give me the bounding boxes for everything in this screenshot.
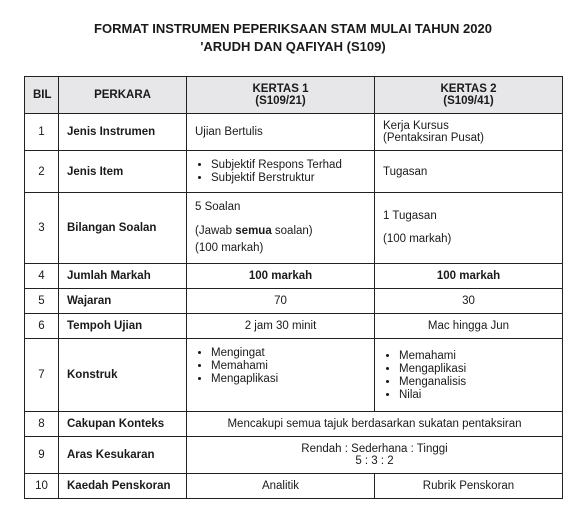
- cell-bil: 1: [25, 114, 59, 151]
- header-k1-code: (S109/21): [195, 95, 366, 107]
- cell-k2: Tugasan: [375, 151, 563, 193]
- table-row: 7 Konstruk Mengingat Memahami Mengaplika…: [25, 339, 563, 412]
- cell-perkara: Wajaran: [59, 289, 187, 314]
- cell-bil: 10: [25, 474, 59, 499]
- cell-k1: 100 markah: [187, 264, 375, 289]
- cell-bil: 7: [25, 339, 59, 412]
- cell-k2-a: Kerja Kursus: [383, 120, 554, 132]
- cell-bil: 6: [25, 314, 59, 339]
- table-row: 4 Jumlah Markah 100 markah 100 markah: [25, 264, 563, 289]
- cell-k1-c: (100 markah): [195, 240, 366, 257]
- cell-perkara: Aras Kesukaran: [59, 437, 187, 474]
- cell-perkara: Jenis Instrumen: [59, 114, 187, 151]
- cell-perkara: Cakupan Konteks: [59, 412, 187, 437]
- cell-k2: Memahami Mengaplikasi Menganalisis Nilai: [375, 339, 563, 412]
- cell-k1: 70: [187, 289, 375, 314]
- bullet-item: Subjektif Berstruktur: [211, 172, 366, 184]
- bullet-item: Mengingat: [211, 347, 366, 359]
- title-line2: 'ARUDH DAN QAFIYAH (S109): [24, 38, 562, 56]
- bullet-item: Memahami: [211, 360, 366, 372]
- header-kertas1: KERTAS 1 (S109/21): [187, 77, 375, 114]
- cell-k2: Kerja Kursus (Pentaksiran Pusat): [375, 114, 563, 151]
- cell-k1: 2 jam 30 minit: [187, 314, 375, 339]
- table-row: 9 Aras Kesukaran Rendah : Sederhana : Ti…: [25, 437, 563, 474]
- cell-k1: Subjektif Respons Terhad Subjektif Berst…: [187, 151, 375, 193]
- table-row: 6 Tempoh Ujian 2 jam 30 minit Mac hingga…: [25, 314, 563, 339]
- bullet-item: Mengaplikasi: [211, 373, 366, 385]
- cell-bil: 3: [25, 193, 59, 264]
- cell-bil: 5: [25, 289, 59, 314]
- cell-k2: Mac hingga Jun: [375, 314, 563, 339]
- bullet-item: Subjektif Respons Terhad: [211, 159, 366, 171]
- table-row: 10 Kaedah Penskoran Analitik Rubrik Pens…: [25, 474, 563, 499]
- cell-span: Mencakupi semua tajuk berdasarkan sukata…: [187, 412, 563, 437]
- bullet-item: Nilai: [399, 389, 554, 401]
- cell-perkara: Tempoh Ujian: [59, 314, 187, 339]
- table-row: 5 Wajaran 70 30: [25, 289, 563, 314]
- cell-perkara: Jumlah Markah: [59, 264, 187, 289]
- bullet-item: Memahami: [399, 350, 554, 362]
- cell-bil: 2: [25, 151, 59, 193]
- document-title: FORMAT INSTRUMEN PEPERIKSAAN STAM MULAI …: [24, 20, 562, 56]
- bullet-item: Mengaplikasi: [399, 363, 554, 375]
- table-row: 8 Cakupan Konteks Mencakupi semua tajuk …: [25, 412, 563, 437]
- cell-k1: Ujian Bertulis: [187, 114, 375, 151]
- cell-k2-b: (100 markah): [383, 231, 554, 248]
- cell-k2: 30: [375, 289, 563, 314]
- cell-k1-b: (Jawab semua soalan): [195, 223, 366, 240]
- cell-perkara: Bilangan Soalan: [59, 193, 187, 264]
- header-k2-code: (S109/41): [383, 95, 554, 107]
- cell-k1: Mengingat Memahami Mengaplikasi: [187, 339, 375, 412]
- cell-span: Rendah : Sederhana : Tinggi 5 : 3 : 2: [187, 437, 563, 474]
- cell-k2: Rubrik Penskoran: [375, 474, 563, 499]
- table-row: 3 Bilangan Soalan 5 Soalan (Jawab semua …: [25, 193, 563, 264]
- header-bil: BIL: [25, 77, 59, 114]
- cell-bil: 8: [25, 412, 59, 437]
- title-line1: FORMAT INSTRUMEN PEPERIKSAAN STAM MULAI …: [24, 20, 562, 38]
- cell-bil: 9: [25, 437, 59, 474]
- cell-span-b: 5 : 3 : 2: [195, 455, 554, 467]
- cell-perkara: Kaedah Penskoran: [59, 474, 187, 499]
- cell-k1: Analitik: [187, 474, 375, 499]
- table-row: 2 Jenis Item Subjektif Respons Terhad Su…: [25, 151, 563, 193]
- cell-perkara: Jenis Item: [59, 151, 187, 193]
- header-k2-name: KERTAS 2: [383, 83, 554, 95]
- format-table: BIL PERKARA KERTAS 1 (S109/21) KERTAS 2 …: [24, 76, 563, 499]
- header-k1-name: KERTAS 1: [195, 83, 366, 95]
- header-perkara: PERKARA: [59, 77, 187, 114]
- bullet-item: Menganalisis: [399, 376, 554, 388]
- cell-span-a: Rendah : Sederhana : Tinggi: [195, 443, 554, 455]
- cell-k2: 100 markah: [375, 264, 563, 289]
- cell-perkara: Konstruk: [59, 339, 187, 412]
- cell-bil: 4: [25, 264, 59, 289]
- cell-k2: 1 Tugasan (100 markah): [375, 193, 563, 264]
- cell-k2-b: (Pentaksiran Pusat): [383, 132, 554, 144]
- cell-k1-a: 5 Soalan: [195, 199, 366, 216]
- header-kertas2: KERTAS 2 (S109/41): [375, 77, 563, 114]
- cell-k1: 5 Soalan (Jawab semua soalan) (100 marka…: [187, 193, 375, 264]
- cell-k2-a: 1 Tugasan: [383, 208, 554, 225]
- table-row: 1 Jenis Instrumen Ujian Bertulis Kerja K…: [25, 114, 563, 151]
